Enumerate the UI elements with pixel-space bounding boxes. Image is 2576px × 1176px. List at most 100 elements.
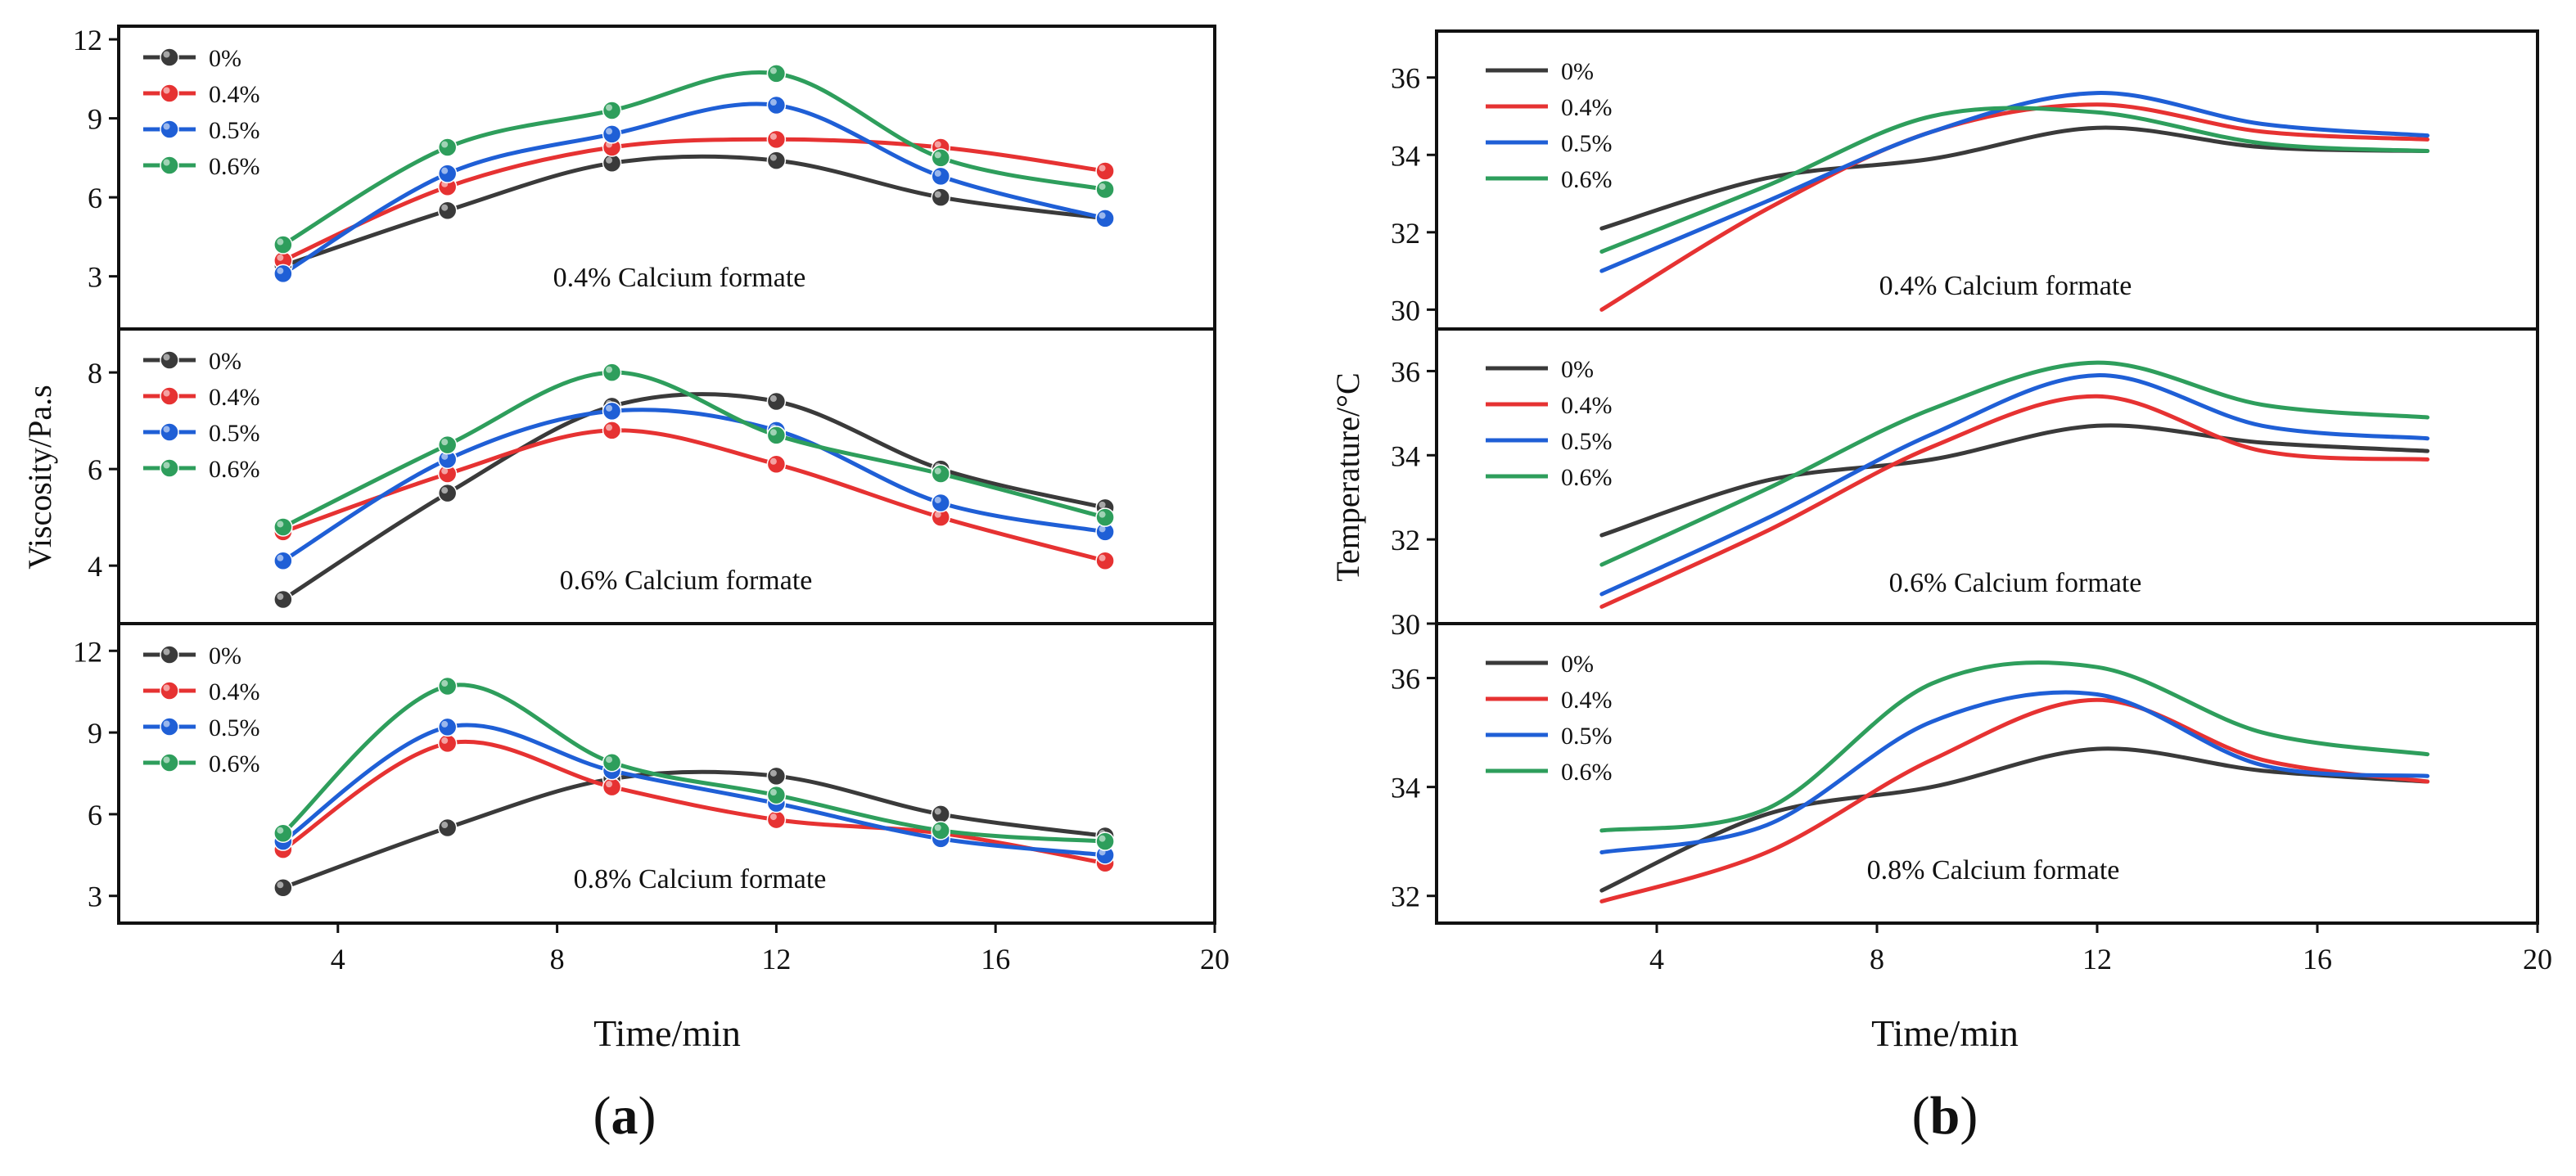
series-line-0.5% bbox=[281, 408, 1108, 563]
x-tick-label: 20 bbox=[1200, 943, 1229, 975]
y-tick-label: 9 bbox=[88, 717, 102, 750]
data-point-highlight bbox=[934, 191, 941, 198]
legend-label: 0.4% bbox=[1561, 687, 1613, 714]
y-tick-label: 3 bbox=[88, 881, 102, 913]
y-tick-label: 12 bbox=[73, 24, 102, 56]
data-point-highlight bbox=[441, 439, 449, 446]
data-point bbox=[766, 129, 787, 150]
legend-swatch-highlight bbox=[163, 426, 170, 433]
legend-label: 0.4% bbox=[209, 384, 260, 411]
data-point bbox=[1095, 507, 1115, 527]
legend-swatch-marker bbox=[160, 47, 179, 67]
data-point bbox=[437, 435, 458, 455]
data-point-highlight bbox=[1099, 212, 1106, 219]
data-point-highlight bbox=[769, 457, 777, 465]
panel-b-label: b bbox=[1930, 1086, 1960, 1146]
y-tick-label: 30 bbox=[1391, 294, 1420, 327]
data-point bbox=[602, 777, 622, 797]
data-point bbox=[437, 733, 458, 754]
series-line-0% bbox=[281, 392, 1108, 602]
data-point-highlight bbox=[606, 104, 613, 111]
legend-label: 0% bbox=[1561, 651, 1594, 678]
legend-swatch-highlight bbox=[163, 462, 170, 469]
data-point-highlight bbox=[277, 827, 284, 834]
data-point-highlight bbox=[1099, 511, 1106, 518]
legend-label: 0.6% bbox=[1561, 166, 1613, 193]
legend-label: 0.5% bbox=[1561, 428, 1613, 455]
panel-b-caption: (b) bbox=[1912, 1086, 1978, 1146]
x-tick-label: 16 bbox=[2303, 943, 2332, 975]
legend-swatch-highlight bbox=[163, 51, 170, 58]
data-point-highlight bbox=[1099, 835, 1106, 842]
data-point bbox=[1095, 551, 1115, 571]
series-line-0.4% bbox=[281, 739, 1108, 866]
annotation-text: 0.6% Calcium formate bbox=[560, 565, 813, 596]
data-point-highlight bbox=[769, 769, 777, 777]
annotation-text: 0.8% Calcium formate bbox=[1867, 855, 2120, 885]
data-point-highlight bbox=[441, 487, 449, 494]
data-point-highlight bbox=[441, 167, 449, 174]
legend-label: 0.6% bbox=[209, 750, 260, 777]
data-point bbox=[602, 363, 622, 382]
subplot-b1: 30 32 34 36 0% 0.4% 0.5% 0.6% 0.4% Calcium forma… bbox=[1391, 29, 2539, 331]
series-line-0.5% bbox=[281, 101, 1108, 276]
x-tick-label: 8 bbox=[550, 943, 565, 975]
y-tick-label: 32 bbox=[1391, 217, 1420, 250]
legend-label: 0.6% bbox=[209, 456, 260, 483]
y-tick-label: 30 bbox=[1391, 608, 1420, 641]
data-point bbox=[437, 201, 458, 220]
data-point-highlight bbox=[277, 267, 284, 274]
y-tick-label: 36 bbox=[1391, 62, 1420, 95]
legend-label: 0% bbox=[1561, 58, 1594, 85]
data-point-highlight bbox=[606, 156, 613, 164]
series-line-0.4% bbox=[1599, 697, 2429, 903]
data-point-highlight bbox=[769, 395, 777, 403]
subplot-a3: 3 6 9 12 4 8 12 16 20 0% 0.4% 0.5% 0.6% 0.8% Calcium … bbox=[73, 622, 1229, 975]
annotation-text: 0.6% Calcium formate bbox=[1889, 568, 2142, 598]
legend-swatch-marker bbox=[160, 645, 179, 665]
data-point-highlight bbox=[934, 824, 941, 831]
y-tick-label: 32 bbox=[1391, 524, 1420, 556]
data-point-highlight bbox=[769, 99, 777, 106]
data-point-highlight bbox=[934, 467, 941, 475]
legend-label: 0% bbox=[1561, 356, 1594, 383]
series-line-0% bbox=[1599, 746, 2429, 893]
data-point-highlight bbox=[769, 133, 777, 140]
legend-swatch-marker bbox=[160, 386, 179, 406]
legend-swatch-marker bbox=[160, 422, 179, 442]
legend-swatch-marker bbox=[160, 119, 179, 139]
data-point-highlight bbox=[934, 151, 941, 159]
data-point bbox=[931, 493, 950, 513]
data-point bbox=[437, 717, 458, 737]
data-point-highlight bbox=[441, 822, 449, 829]
data-point bbox=[437, 137, 458, 157]
data-point bbox=[766, 766, 787, 786]
legend-swatch-highlight bbox=[163, 756, 170, 764]
data-point-highlight bbox=[277, 881, 284, 889]
series-line-0% bbox=[281, 154, 1108, 268]
legend-swatch-highlight bbox=[163, 87, 170, 94]
data-point bbox=[766, 426, 787, 445]
data-point-highlight bbox=[1099, 501, 1106, 508]
data-point-highlight bbox=[441, 467, 449, 475]
data-point bbox=[602, 401, 622, 421]
panel-b-xlabel: Time/min bbox=[1871, 1012, 2019, 1054]
series-line-0% bbox=[1599, 125, 2429, 231]
data-point bbox=[273, 551, 293, 571]
legend-label: 0.5% bbox=[209, 420, 260, 447]
x-tick-label: 12 bbox=[761, 943, 791, 975]
data-point-highlight bbox=[1099, 525, 1106, 533]
x-tick-label: 12 bbox=[2082, 943, 2112, 975]
series-line-0.4% bbox=[1599, 394, 2429, 609]
subplot-a1: 3 6 9 12 0% 0.4% 0.5% 0.6% 0.4% Calcium formate bbox=[73, 24, 1216, 331]
data-point-highlight bbox=[769, 67, 777, 74]
legend-swatch-highlight bbox=[163, 123, 170, 130]
panel-a-xlabel: Time/min bbox=[593, 1012, 741, 1054]
data-point bbox=[1095, 209, 1115, 228]
data-point bbox=[273, 877, 293, 898]
legend-label: 0% bbox=[209, 348, 241, 375]
legend-swatch-highlight bbox=[163, 354, 170, 361]
x-tick-label: 8 bbox=[1870, 943, 1884, 975]
legend-swatch-highlight bbox=[163, 390, 170, 397]
